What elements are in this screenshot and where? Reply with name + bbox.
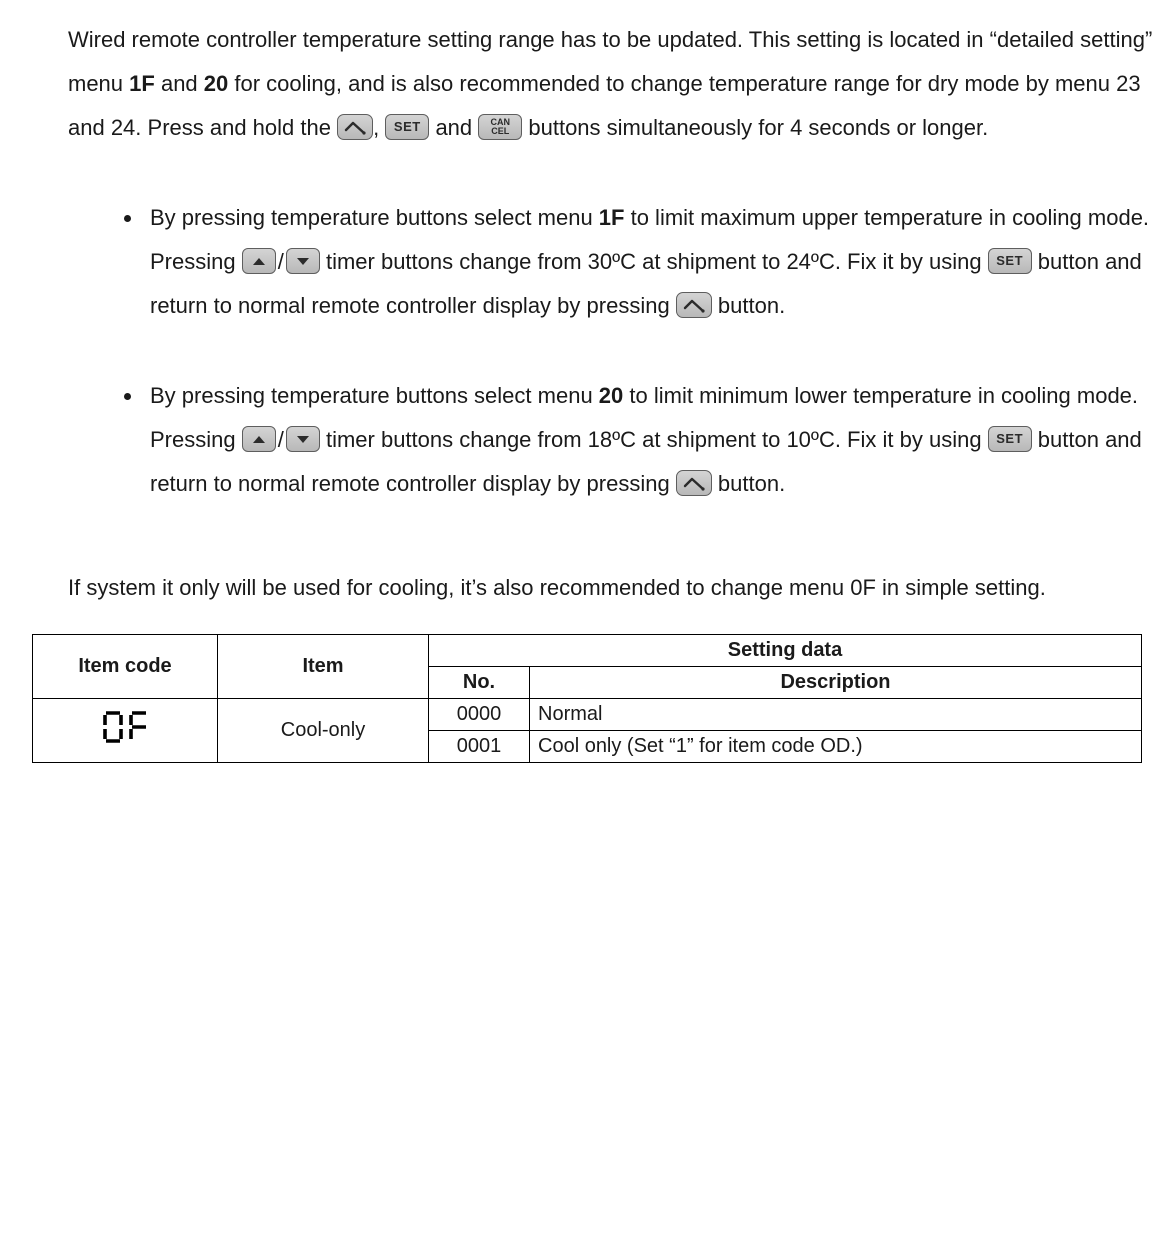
list-item: By pressing temperature buttons select m… — [144, 196, 1153, 328]
intro-comma: , — [373, 115, 385, 140]
up-arrow-icon — [242, 426, 276, 452]
intro-paragraph: Wired remote controller temperature sett… — [68, 18, 1153, 150]
slash-separator: / — [278, 427, 284, 452]
check-tool-icon — [676, 470, 712, 496]
bullet2-a: By pressing temperature buttons select m… — [150, 383, 599, 408]
seven-seg-0f-icon — [98, 710, 152, 751]
cell-desc-0: Normal — [530, 699, 1142, 731]
intro-text-2: and — [155, 71, 204, 96]
intro-text-4: buttons simultaneously for 4 seconds or … — [522, 115, 988, 140]
header-setting-data: Setting data — [429, 635, 1142, 667]
cell-item: Cool-only — [218, 699, 429, 763]
cancel-button-icon: CANCEL — [478, 114, 522, 140]
header-item-code: Item code — [33, 635, 218, 699]
bullet1-a: By pressing temperature buttons select m… — [150, 205, 599, 230]
document-page: Wired remote controller temperature sett… — [0, 0, 1171, 803]
cell-item-code — [33, 699, 218, 763]
intro-menu-20: 20 — [204, 71, 228, 96]
list-item: By pressing temperature buttons select m… — [144, 374, 1153, 506]
cell-no-1: 0001 — [429, 731, 530, 763]
settings-table: Item code Item Setting data No. Descript… — [32, 634, 1142, 763]
bullet2-f: button. — [712, 471, 785, 496]
bullet2-menu: 20 — [599, 383, 623, 408]
header-description: Description — [530, 667, 1142, 699]
table-row: Cool-only 0000 Normal — [33, 699, 1142, 731]
down-arrow-icon — [286, 248, 320, 274]
timer-arrows: / — [242, 249, 320, 274]
cell-desc-1: Cool only (Set “1” for item code OD.) — [530, 731, 1142, 763]
set-button-icon: SET — [385, 114, 429, 140]
check-tool-icon — [337, 114, 373, 140]
check-tool-icon — [676, 292, 712, 318]
table-header-row-1: Item code Item Setting data — [33, 635, 1142, 667]
bullet1-f: button. — [712, 293, 785, 318]
cancel-bot-text: CEL — [491, 127, 509, 136]
header-no: No. — [429, 667, 530, 699]
intro-and: and — [429, 115, 478, 140]
down-arrow-icon — [286, 426, 320, 452]
up-arrow-icon — [242, 248, 276, 274]
bullet2-d: timer buttons change from 18ºC at shipme… — [320, 427, 988, 452]
bullet1-d: timer buttons change from 30ºC at shipme… — [320, 249, 988, 274]
set-button-icon: SET — [988, 248, 1032, 274]
intro-menu-1f: 1F — [129, 71, 155, 96]
bullet1-menu: 1F — [599, 205, 625, 230]
instruction-list: By pressing temperature buttons select m… — [68, 196, 1153, 506]
cell-no-0: 0000 — [429, 699, 530, 731]
outro-paragraph: If system it only will be used for cooli… — [68, 566, 1153, 610]
timer-arrows: / — [242, 427, 320, 452]
slash-separator: / — [278, 249, 284, 274]
header-item: Item — [218, 635, 429, 699]
set-button-icon: SET — [988, 426, 1032, 452]
